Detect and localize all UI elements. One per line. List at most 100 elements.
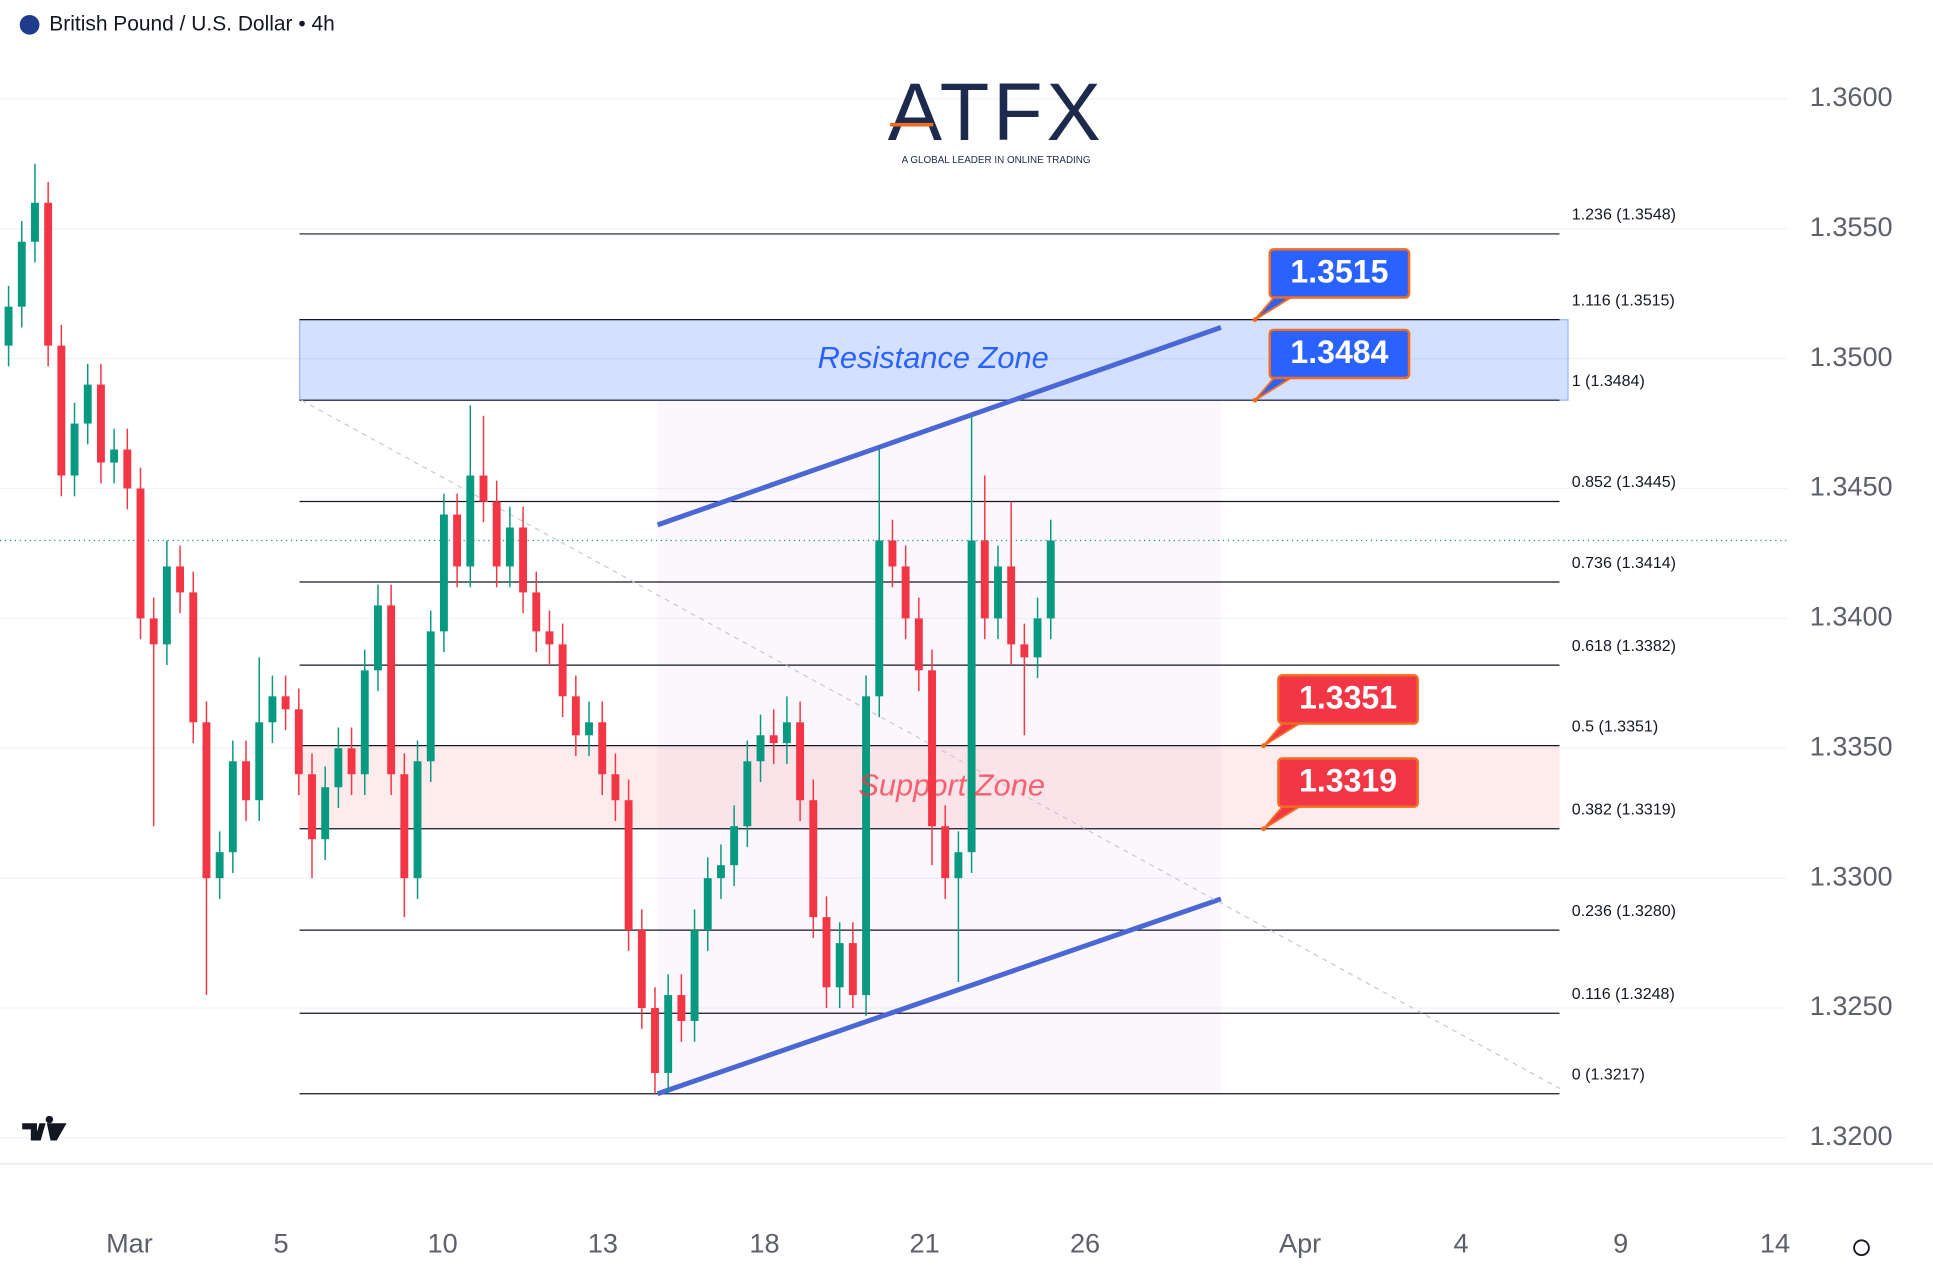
logo-name: ATFX (888, 67, 1105, 158)
fib-label: 0 (1.3217) (1572, 1066, 1645, 1084)
candle-body (994, 566, 1002, 619)
candle-body (413, 761, 422, 879)
callout-anchor (1252, 397, 1258, 403)
flag-icon (19, 14, 40, 35)
callout-anchor (1252, 317, 1258, 323)
candle-body (281, 696, 290, 710)
x-tick-label: 5 (273, 1227, 288, 1258)
zone-label: Resistance Zone (818, 340, 1049, 375)
y-tick-label: 1.3500 (1810, 341, 1893, 372)
candle-body (690, 930, 699, 1022)
candle-body (294, 709, 303, 775)
x-tick-label: Apr (1279, 1227, 1321, 1258)
fib-label: 0.5 (1.3351) (1572, 717, 1658, 735)
candle-body (466, 475, 475, 567)
settings-icon[interactable] (1853, 1239, 1870, 1257)
candle-body (967, 540, 976, 853)
candle-body (321, 787, 330, 840)
candle-body (255, 722, 264, 801)
callout-anchor (1261, 743, 1267, 749)
trendline (301, 399, 1561, 1090)
candle-body (835, 943, 844, 988)
x-tick-label: 26 (1070, 1227, 1100, 1258)
y-tick-label: 1.3250 (1810, 990, 1893, 1021)
fib-label: 1.236 (1.3548) (1572, 206, 1676, 224)
candle-body (809, 800, 818, 918)
candle-body (901, 566, 910, 619)
candle-body (57, 345, 66, 476)
x-tick-label: 9 (1613, 1227, 1628, 1258)
fib-label: 0.116 (1.3248) (1572, 985, 1675, 1003)
candle-body (44, 202, 53, 346)
candle-body (4, 306, 13, 346)
candle-body (439, 514, 448, 632)
candle-body (308, 774, 316, 840)
candle-body (149, 618, 158, 645)
zone-label: Support Zone (858, 767, 1045, 802)
price-axis-panel (1789, 0, 1933, 1164)
fib-label: 0.852 (1.3445) (1572, 473, 1676, 491)
candle-body (83, 384, 92, 424)
candle-body (954, 852, 963, 879)
fib-label: 1.116 (1.3515) (1572, 291, 1675, 309)
trendline (656, 896, 1222, 1097)
x-tick-label: 13 (588, 1227, 618, 1258)
candle-body (426, 631, 435, 762)
tv-logo-shape (46, 1123, 67, 1141)
candle-body (598, 722, 607, 775)
logo-tagline: A GLOBAL LEADER IN ONLINE TRADING (902, 155, 1091, 166)
callout-box (1268, 328, 1411, 380)
fib-label: 0.736 (1.3414) (1572, 554, 1676, 572)
candle-body (400, 774, 409, 879)
candle-body (624, 800, 633, 931)
candle-body (374, 605, 382, 671)
candle-body (941, 826, 950, 879)
x-tick-label: 18 (749, 1227, 779, 1258)
candle-body (1007, 566, 1016, 645)
candle-body (914, 618, 923, 671)
callout-box (1268, 248, 1411, 299)
candle-body (611, 774, 620, 801)
candle-body (703, 878, 712, 931)
callout-label: 1.3351 (1299, 680, 1397, 716)
y-tick-label: 1.3200 (1810, 1120, 1893, 1151)
candle-body (268, 696, 277, 723)
candle-body (677, 995, 686, 1022)
callout-box (1277, 757, 1419, 808)
candle-body (980, 540, 989, 619)
candle-body (123, 449, 132, 489)
fib-label: 0.382 (1.3319) (1572, 801, 1676, 819)
candle-body (453, 514, 462, 567)
candle-body (136, 488, 145, 619)
y-tick-label: 1.3350 (1810, 730, 1893, 761)
x-tick-label: 10 (428, 1227, 458, 1258)
tv-logo-shape (22, 1115, 54, 1141)
candle-body (664, 995, 673, 1073)
trendline (656, 325, 1222, 528)
candle-body (782, 722, 791, 744)
candle-body (717, 865, 725, 879)
symbol-title: British Pound / U.S. Dollar • 4h (49, 12, 334, 35)
candle-body (848, 943, 857, 996)
callout-label: 1.3484 (1290, 334, 1388, 370)
candle-body (822, 917, 831, 988)
fib-label: 0.236 (1.3280) (1572, 902, 1676, 920)
fib-label: 0.618 (1.3382) (1572, 637, 1676, 655)
tv-logo (22, 1115, 67, 1141)
candle-body (360, 670, 369, 775)
candle-body (769, 735, 778, 744)
candle-body (189, 592, 198, 723)
candle-body (110, 449, 119, 463)
candle-body (228, 761, 237, 853)
candle-body (545, 631, 554, 645)
x-tick-label: 14 (1760, 1227, 1790, 1258)
candle-body (1020, 644, 1029, 658)
candle-body (17, 241, 26, 307)
x-tick-label: 21 (910, 1227, 940, 1258)
candle-body (96, 384, 105, 463)
y-tick-label: 1.3300 (1810, 860, 1893, 891)
candle-body (730, 826, 739, 866)
candle-body (875, 540, 884, 697)
